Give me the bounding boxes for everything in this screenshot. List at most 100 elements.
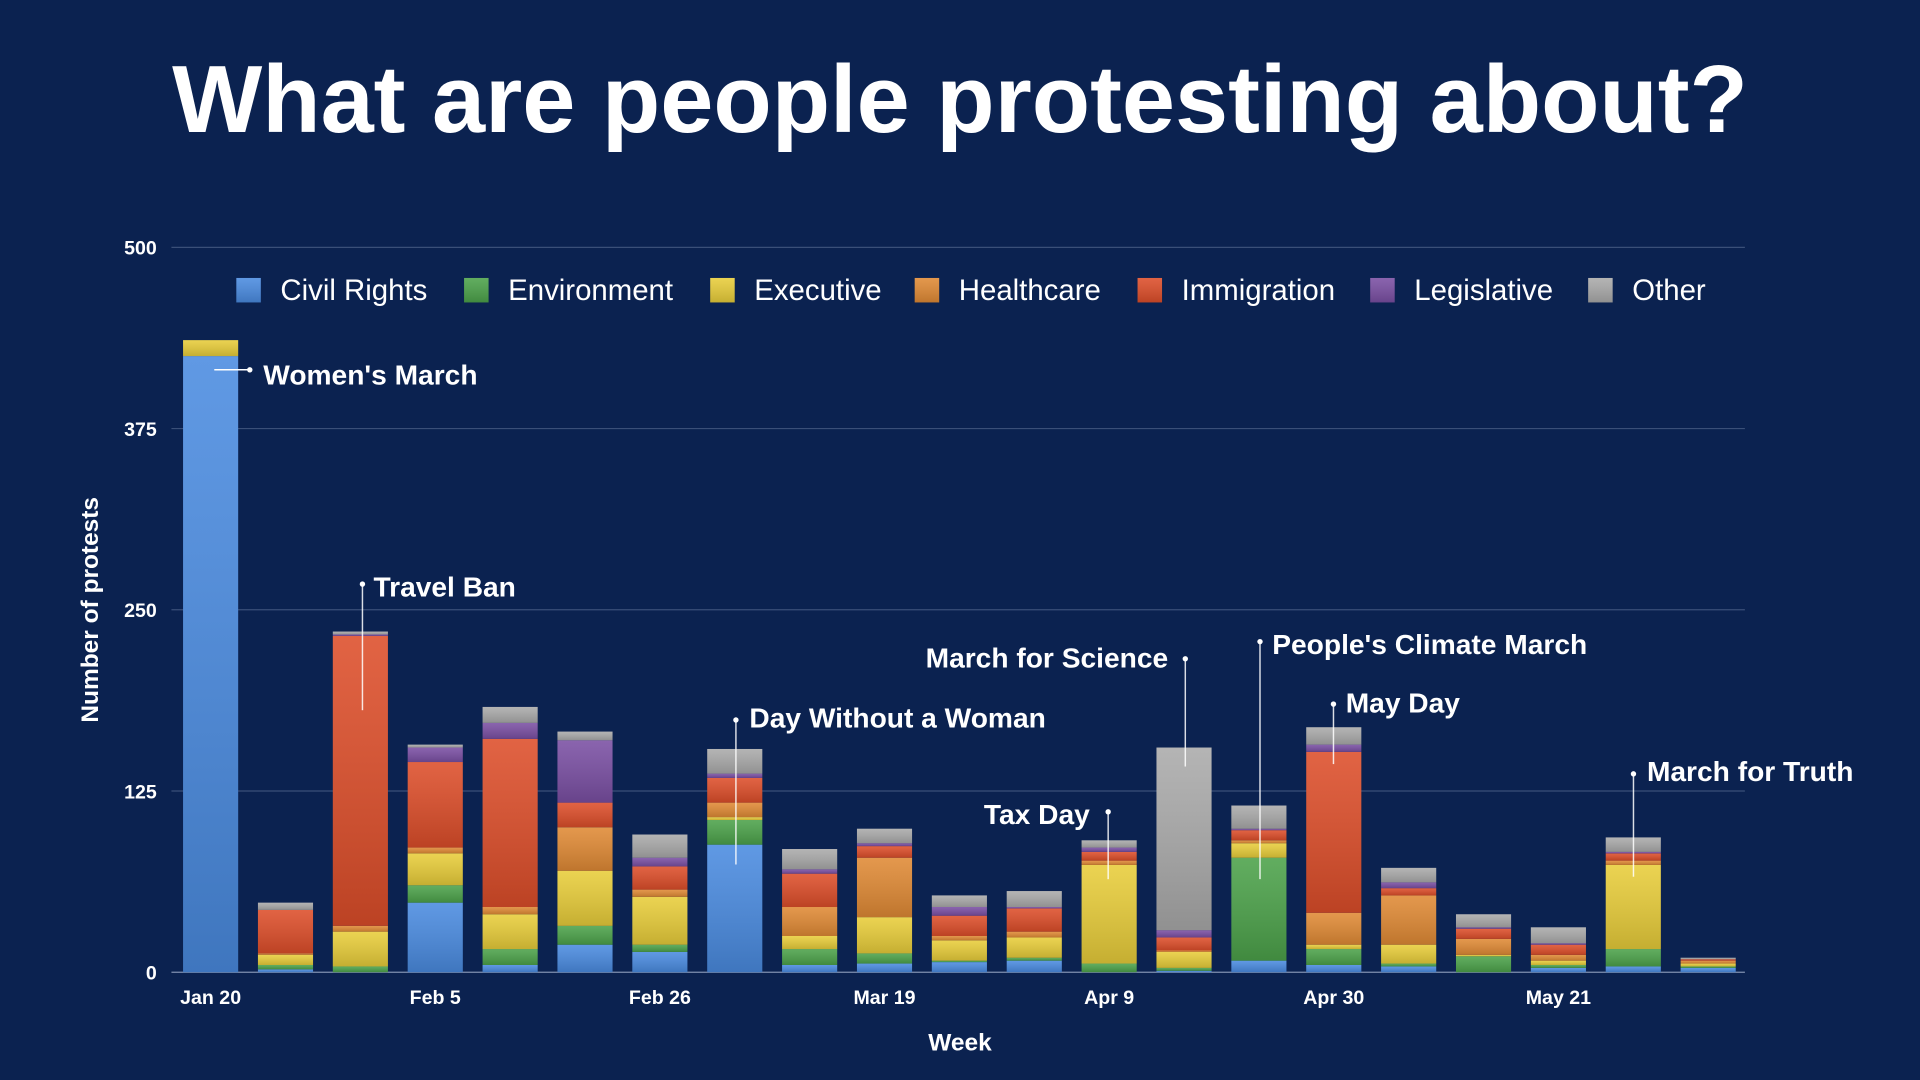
bar-segment-shade xyxy=(632,951,688,973)
bar-segment-shade xyxy=(257,953,314,955)
bar-segment-shade xyxy=(707,773,763,778)
bar-stack xyxy=(482,706,538,973)
x-axis-label: Week xyxy=(928,1030,992,1057)
bar-segment-shade xyxy=(257,902,314,910)
bar-segment-shade xyxy=(782,907,838,936)
y-tick-label: 125 xyxy=(124,781,157,803)
bar-segment-shade xyxy=(1006,891,1062,908)
legend-item: Other xyxy=(1588,274,1706,307)
legend-swatch-shade xyxy=(914,277,940,303)
bar-segment-shade xyxy=(782,869,838,874)
bar-segment-shade xyxy=(1006,960,1062,973)
annotation-label: Women's March xyxy=(263,359,477,390)
bar-segment-shade xyxy=(1680,957,1736,960)
bar-segment-shade xyxy=(1156,950,1212,952)
bar-segment-shade xyxy=(707,844,763,973)
bar-segment-shade xyxy=(332,635,388,926)
bar-stack xyxy=(1530,927,1586,973)
x-tick-label: May 21 xyxy=(1526,987,1591,1009)
bar-stack xyxy=(1680,957,1736,973)
bar-segment-shade xyxy=(1306,751,1362,913)
bar-segment-shade xyxy=(1156,970,1212,973)
legend-label: Executive xyxy=(754,274,881,307)
bar-segment-shade xyxy=(407,847,463,854)
annotation: March for Truth xyxy=(1630,756,1853,877)
bar-stack xyxy=(1306,727,1362,973)
bar-segment-shade xyxy=(856,843,913,847)
bar-segment-shade xyxy=(257,954,314,965)
bar-segment-shade xyxy=(407,853,463,886)
bar-segment-shade xyxy=(1680,967,1736,973)
bar-segment-shade xyxy=(482,907,538,915)
x-tick-label: Mar 19 xyxy=(853,987,915,1009)
bar-segment-shade xyxy=(1156,951,1212,968)
bar-segment-shade xyxy=(1530,964,1586,968)
x-axis-ticks: Jan 20 Feb 5 Feb 26 Mar 19 Apr 9 Apr 30 May 21 xyxy=(180,987,1591,1009)
bar-segment-shade xyxy=(557,827,613,871)
legend-label: Other xyxy=(1632,274,1706,307)
bar-segment-shade xyxy=(1605,949,1661,967)
bar-segment-shade xyxy=(931,962,987,973)
bar-segment-shade xyxy=(1156,747,1212,931)
bar-segment-shade xyxy=(1081,864,1137,964)
bar-segment-shade xyxy=(782,964,838,973)
legend-swatch-shade xyxy=(1370,277,1395,303)
bar-segment-shade xyxy=(407,902,463,973)
annotation-label: People's Climate March xyxy=(1272,629,1587,660)
y-tick-label: 0 xyxy=(146,963,157,985)
bar-segment-shade xyxy=(782,936,838,950)
bar-segment-shade xyxy=(1455,954,1512,957)
bar-segment-shade xyxy=(632,857,688,867)
bar-segment-shade xyxy=(482,722,538,739)
y-axis-label: Number of protests xyxy=(77,497,104,723)
annotation: Day Without a Woman xyxy=(733,702,1046,865)
bar-stack xyxy=(931,895,987,973)
legend-swatch-shade xyxy=(710,277,735,303)
bar-segment-shade xyxy=(1381,888,1437,896)
annotation-label: March for Science xyxy=(926,642,1169,673)
bar-segment-shade xyxy=(257,909,314,954)
bar-stack xyxy=(707,748,763,973)
annotation: March for Science xyxy=(926,642,1188,767)
bar-segment-shade xyxy=(1006,907,1062,909)
bar-segment-shade xyxy=(1530,943,1586,945)
bar-segment-shade xyxy=(332,931,388,967)
bar-segment-shade xyxy=(632,896,688,945)
bar-segment-shade xyxy=(1006,937,1062,958)
bar-segment-shade xyxy=(482,738,538,908)
legend-swatch-shade xyxy=(464,277,489,303)
bar-segment-shade xyxy=(407,747,463,763)
annotation-dot xyxy=(733,717,739,723)
bar-segment-shade xyxy=(1680,959,1736,961)
y-tick-label: 375 xyxy=(124,419,157,441)
bar-stack xyxy=(1006,891,1062,973)
bar-segment-shade xyxy=(557,740,613,803)
annotation-label: Travel Ban xyxy=(373,571,515,602)
y-tick-label: 250 xyxy=(124,600,157,622)
bar-segment-shade xyxy=(482,949,538,965)
annotation-label: March for Truth xyxy=(1647,756,1853,787)
bar-segment-shade xyxy=(1081,860,1137,865)
bar-segment-shade xyxy=(332,634,388,636)
bar-segment-shade xyxy=(1530,954,1586,961)
legend-item: Immigration xyxy=(1137,274,1335,307)
annotation: May Day xyxy=(1330,688,1461,765)
bar-segment-shade xyxy=(407,762,463,848)
bar-segment-shade xyxy=(1530,960,1586,965)
annotation-dot xyxy=(359,581,366,587)
bar-segment-shade xyxy=(1455,928,1512,939)
legend-swatch-shade xyxy=(1588,277,1613,303)
bar-segment-shade xyxy=(632,889,688,897)
bar-segment-shade xyxy=(1231,805,1287,829)
bar-segment-shade xyxy=(1081,963,1137,973)
annotation-dot xyxy=(1105,809,1111,815)
legend-label: Environment xyxy=(508,274,673,307)
bar-segment-shade xyxy=(856,857,913,918)
legend-swatch-shade xyxy=(236,277,261,303)
bar-segment-shade xyxy=(183,356,239,973)
bar-segment-shade xyxy=(1081,847,1137,852)
annotation-label: May Day xyxy=(1346,688,1461,719)
bar-segment-shade xyxy=(1381,882,1437,889)
bar-segment-shade xyxy=(257,964,314,970)
